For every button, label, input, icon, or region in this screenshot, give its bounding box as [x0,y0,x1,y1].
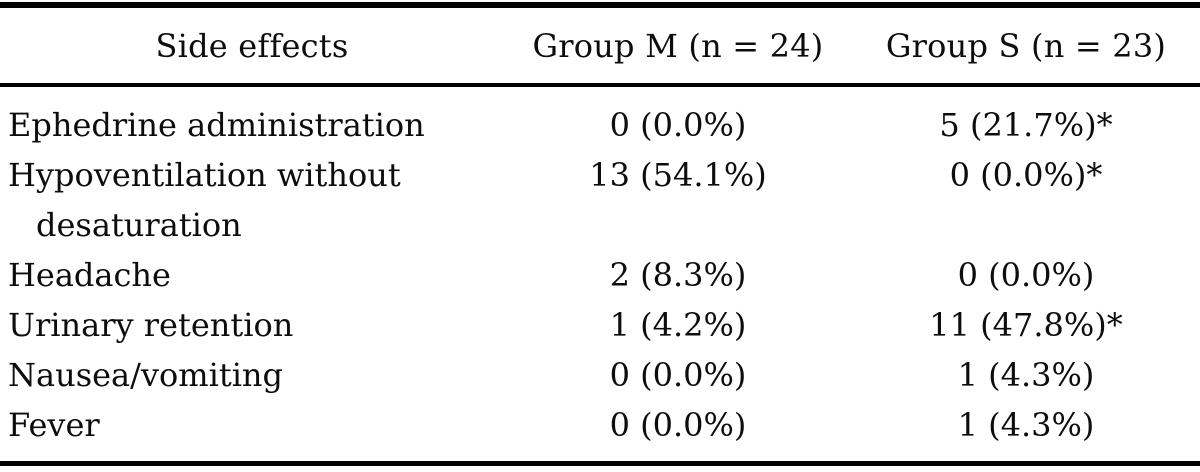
table-row: Fever 0 (0.0%) 1 (4.3%) [0,400,1200,464]
side-effect-cell: Fever [8,406,100,444]
group-m-value-cell: 0 (0.0%) [609,406,747,444]
table-row: Headache 2 (8.3%) 0 (0.0%) [0,250,1200,300]
group-m-value-cell: 2 (8.3%) [609,256,747,294]
side-effect-cell: Nausea/vomiting [8,356,284,394]
group-m-value-cell: 0 (0.0%) [609,356,747,394]
side-effect-cell: Hypoventilation without desaturation [8,156,401,244]
group-s-value-cell: 1 (4.3%) [957,356,1095,394]
group-s-value-cell: 0 (0.0%)* [949,156,1103,194]
side-effect-cell: Ephedrine administration [8,106,425,144]
column-header-side-effects: Side effects [0,5,504,87]
group-m-value-cell: 13 (54.1%) [589,156,767,194]
side-effect-cell: Urinary retention [8,306,294,344]
table-row: Ephedrine administration 0 (0.0%) 5 (21.… [0,85,1200,150]
header-row: Side effects Group M (n = 24) Group S (n… [0,5,1200,87]
column-header-group-s: Group S (n = 23) [852,5,1200,87]
group-m-value-cell: 0 (0.0%) [609,106,747,144]
group-s-value-cell: 0 (0.0%) [957,256,1095,294]
column-header-group-m: Group M (n = 24) [504,5,852,87]
table-row: Nausea/vomiting 0 (0.0%) 1 (4.3%) [0,350,1200,400]
group-s-value-cell: 11 (47.8%)* [929,306,1123,344]
side-effect-cell: Headache [8,256,171,294]
table-row: Urinary retention 1 (4.2%) 11 (47.8%)* [0,300,1200,350]
table-row: Hypoventilation without desaturation 13 … [0,150,1200,250]
group-s-value-cell: 5 (21.7%)* [939,106,1113,144]
group-m-value-cell: 1 (4.2%) [609,306,747,344]
group-s-value-cell: 1 (4.3%) [957,406,1095,444]
table-body: Ephedrine administration 0 (0.0%) 5 (21.… [0,85,1200,464]
table-header: Side effects Group M (n = 24) Group S (n… [0,5,1200,87]
